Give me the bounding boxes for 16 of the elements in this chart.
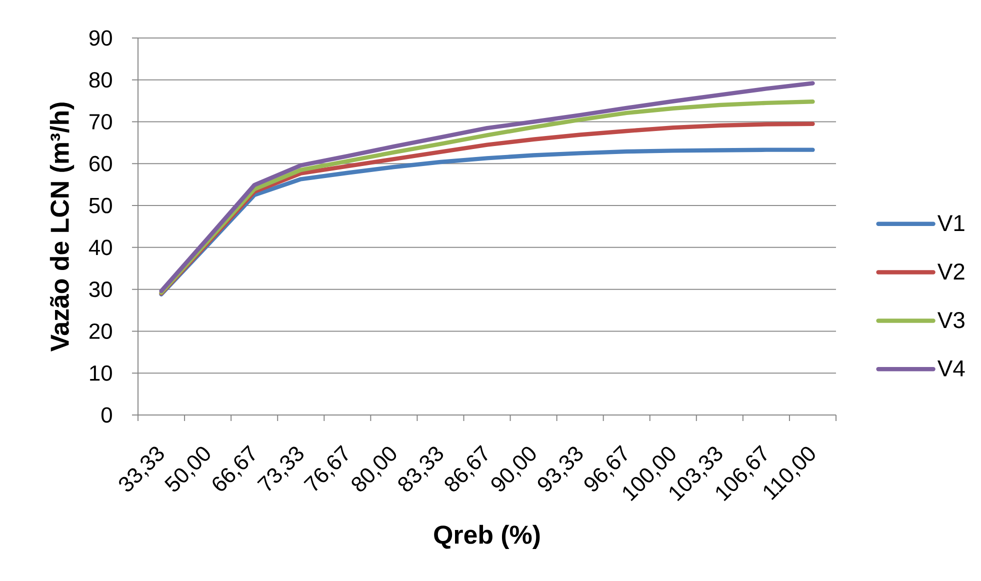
y-tick-label: 60 [90,156,112,172]
y-axis-title: Vazão de LCN (m³/h) [50,102,74,352]
y-tick-label: 30 [89,282,112,298]
y-tick-label: 0 [101,407,112,423]
legend-label: V3 [937,312,964,328]
legend-label: V2 [937,264,964,280]
y-tick-label: 40 [88,240,112,256]
y-tick-label: 70 [90,114,112,130]
y-tick-label: 50 [89,198,112,214]
legend-label: V1 [937,215,964,232]
y-tick-label: 10 [90,365,112,381]
y-tick-label: 90 [89,30,112,46]
legend-label: V4 [937,360,965,376]
y-tick-label: 80 [89,72,112,88]
x-axis-title: Qreb (%) [434,524,540,550]
y-tick-label: 20 [90,323,112,339]
